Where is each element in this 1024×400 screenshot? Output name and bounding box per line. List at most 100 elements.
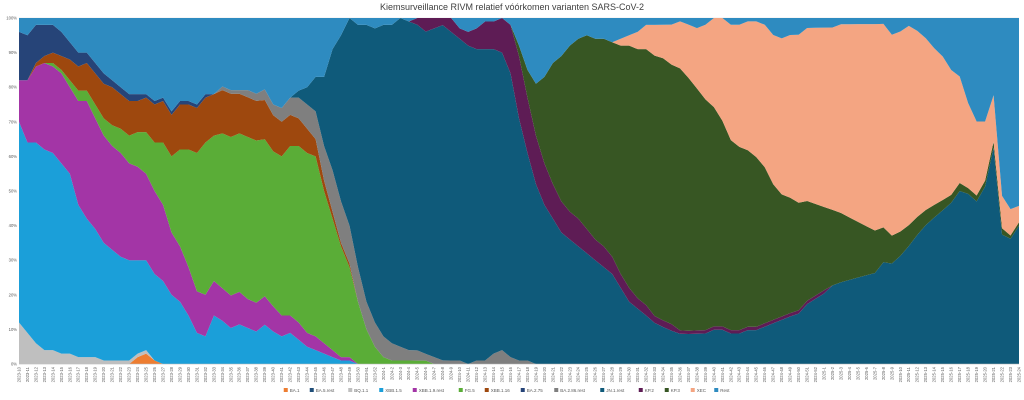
x-tick-label: 2024-11 xyxy=(466,366,471,382)
legend: BA.1 BA.5.rest BQ.1.1 XBB.1.5 XBB.1.9.rest FG… xyxy=(283,388,730,393)
x-tick-label: 2024-4 xyxy=(406,366,411,380)
x-tick-label: 2025-4 xyxy=(847,366,852,380)
x-tick-label: 2023-31 xyxy=(194,366,199,382)
x-tick-label: 2024-23 xyxy=(567,366,572,382)
legend-label: XBB.1.5 xyxy=(385,388,402,393)
series-areas xyxy=(19,18,1019,364)
x-tick-label: 2023-24 xyxy=(135,366,140,382)
x-tick-label: 2025-9 xyxy=(889,366,894,380)
y-tick-label: 100% xyxy=(6,16,17,21)
x-tick-label: 2024-14 xyxy=(491,366,496,382)
x-tick-label: 2024-2 xyxy=(389,366,394,380)
legend-label: XBB.1.9.rest xyxy=(419,388,445,393)
x-tick-label: 2023-40 xyxy=(271,366,276,382)
area-series-kp-3 xyxy=(19,18,1019,331)
x-tick-label: 2023-16 xyxy=(67,366,72,382)
x-tick-label: 2024-45 xyxy=(754,366,759,382)
y-tick-label: 0% xyxy=(11,362,17,367)
x-tick-label: 2023-20 xyxy=(101,366,106,382)
x-tick-label: 2024-12 xyxy=(474,366,479,382)
x-tick-label: 2023-15 xyxy=(59,366,64,382)
legend-label: XEC xyxy=(697,388,707,393)
x-tick-label: 2023-30 xyxy=(186,366,191,382)
legend-swatch xyxy=(348,388,353,392)
area-series-xbb-1-5 xyxy=(19,121,1019,364)
x-tick-label: 2023-26 xyxy=(152,366,157,382)
y-tick-label: 50% xyxy=(9,189,18,194)
x-tick-label: 2023-29 xyxy=(177,366,182,382)
x-tick-label: 2024-44 xyxy=(745,366,750,382)
x-tick-label: 2024-32 xyxy=(644,366,649,382)
x-tick-label: 2024-48 xyxy=(779,366,784,382)
x-tick-label: 2024-30 xyxy=(627,366,632,382)
x-tick-label: 2024-17 xyxy=(516,366,521,382)
x-tick-label: 2024-52 xyxy=(813,366,818,382)
y-tick-label: 80% xyxy=(9,85,18,90)
x-tick-label: 2023-49 xyxy=(347,366,352,382)
x-tick-label: 2024-18 xyxy=(525,366,530,382)
x-tick-label: 2024-9 xyxy=(449,366,454,380)
x-tick-label: 2024-34 xyxy=(660,366,665,382)
area-series-fg-5 xyxy=(19,62,1019,364)
x-tick-label: 2025-19 xyxy=(974,366,979,382)
y-axis: 0% 10% 20% 30% 40% 50% 60% 70% 80% 90% 100% xyxy=(6,16,17,367)
x-tick-label: 2025-7 xyxy=(872,366,877,380)
x-tick-label: 2025-8 xyxy=(881,366,886,380)
x-tick-label: 2025-2 xyxy=(830,366,835,380)
x-tick-label: 2024-29 xyxy=(618,366,623,382)
x-tick-label: 2023-12 xyxy=(33,366,38,382)
legend-swatch xyxy=(379,388,384,392)
x-tick-label: 2025-11 xyxy=(906,366,911,382)
x-tick-label: 2023-39 xyxy=(262,366,267,382)
x-tick-label: 2024-3 xyxy=(398,366,403,380)
x-tick-label: 2024-41 xyxy=(720,366,725,382)
area-series-jn-1-rest xyxy=(19,18,1019,364)
x-tick-label: 2023-38 xyxy=(254,366,259,382)
y-tick-label: 30% xyxy=(9,258,18,263)
x-tick-label: 2024-5 xyxy=(415,366,420,380)
x-tick-label: 2024-35 xyxy=(669,366,674,382)
x-tick-label: 2023-25 xyxy=(144,366,149,382)
legend-swatch xyxy=(484,388,489,392)
legend-swatch xyxy=(664,388,669,392)
x-tick-label: 2023-50 xyxy=(355,366,360,382)
legend-label: BA.1 xyxy=(290,388,300,393)
x-tick-label: 2023-22 xyxy=(118,366,123,382)
y-tick-label: 60% xyxy=(9,154,18,159)
legend-label: JN.1.rest xyxy=(606,388,625,393)
legend-label: FG.5 xyxy=(465,388,475,393)
legend-swatch xyxy=(309,388,314,392)
x-tick-label: 2024-25 xyxy=(584,366,589,382)
x-tick-label: 2023-43 xyxy=(296,366,301,382)
x-tick-label: 2024-47 xyxy=(771,366,776,382)
x-tick-label: 2024-43 xyxy=(737,366,742,382)
x-tick-label: 2024-46 xyxy=(762,366,767,382)
x-tick-label: 2023-46 xyxy=(321,366,326,382)
x-tick-label: 2024-42 xyxy=(728,366,733,382)
area-series-kp-2 xyxy=(19,18,1019,335)
y-tick-label: 10% xyxy=(9,327,18,332)
x-tick-label: 2024-1 xyxy=(381,366,386,380)
x-tick-label: 2023-21 xyxy=(110,366,115,382)
x-tick-label: 2024-39 xyxy=(703,366,708,382)
x-tick-label: 2024-16 xyxy=(508,366,513,382)
legend-swatch xyxy=(600,388,605,392)
legend-label: BA.5.rest xyxy=(316,388,335,393)
legend-swatch xyxy=(283,388,288,392)
legend-swatch xyxy=(520,388,525,392)
x-tick-label: 2025-22 xyxy=(999,366,1004,382)
legend-label: KP.3 xyxy=(671,388,681,393)
x-tick-label: 2024-26 xyxy=(593,366,598,382)
x-tick-label: 2024-6 xyxy=(423,366,428,380)
x-tick-label: 2025-13 xyxy=(923,366,928,382)
x-tick-label: 2025-17 xyxy=(957,366,962,382)
x-tick-label: 2023-48 xyxy=(338,366,343,382)
x-tick-label: 2025-21 xyxy=(991,366,996,382)
x-tick-label: 2024-27 xyxy=(601,366,606,382)
x-tick-label: 2025-6 xyxy=(864,366,869,380)
x-tick-label: 2024-19 xyxy=(533,366,538,382)
x-tick-label: 2024-49 xyxy=(788,366,793,382)
x-tick-label: 2023-33 xyxy=(211,366,216,382)
x-axis: 2023-10 2023-11 2023-12 2023-13 2023-14 2023-… xyxy=(16,363,1021,382)
legend-swatch xyxy=(554,388,559,392)
